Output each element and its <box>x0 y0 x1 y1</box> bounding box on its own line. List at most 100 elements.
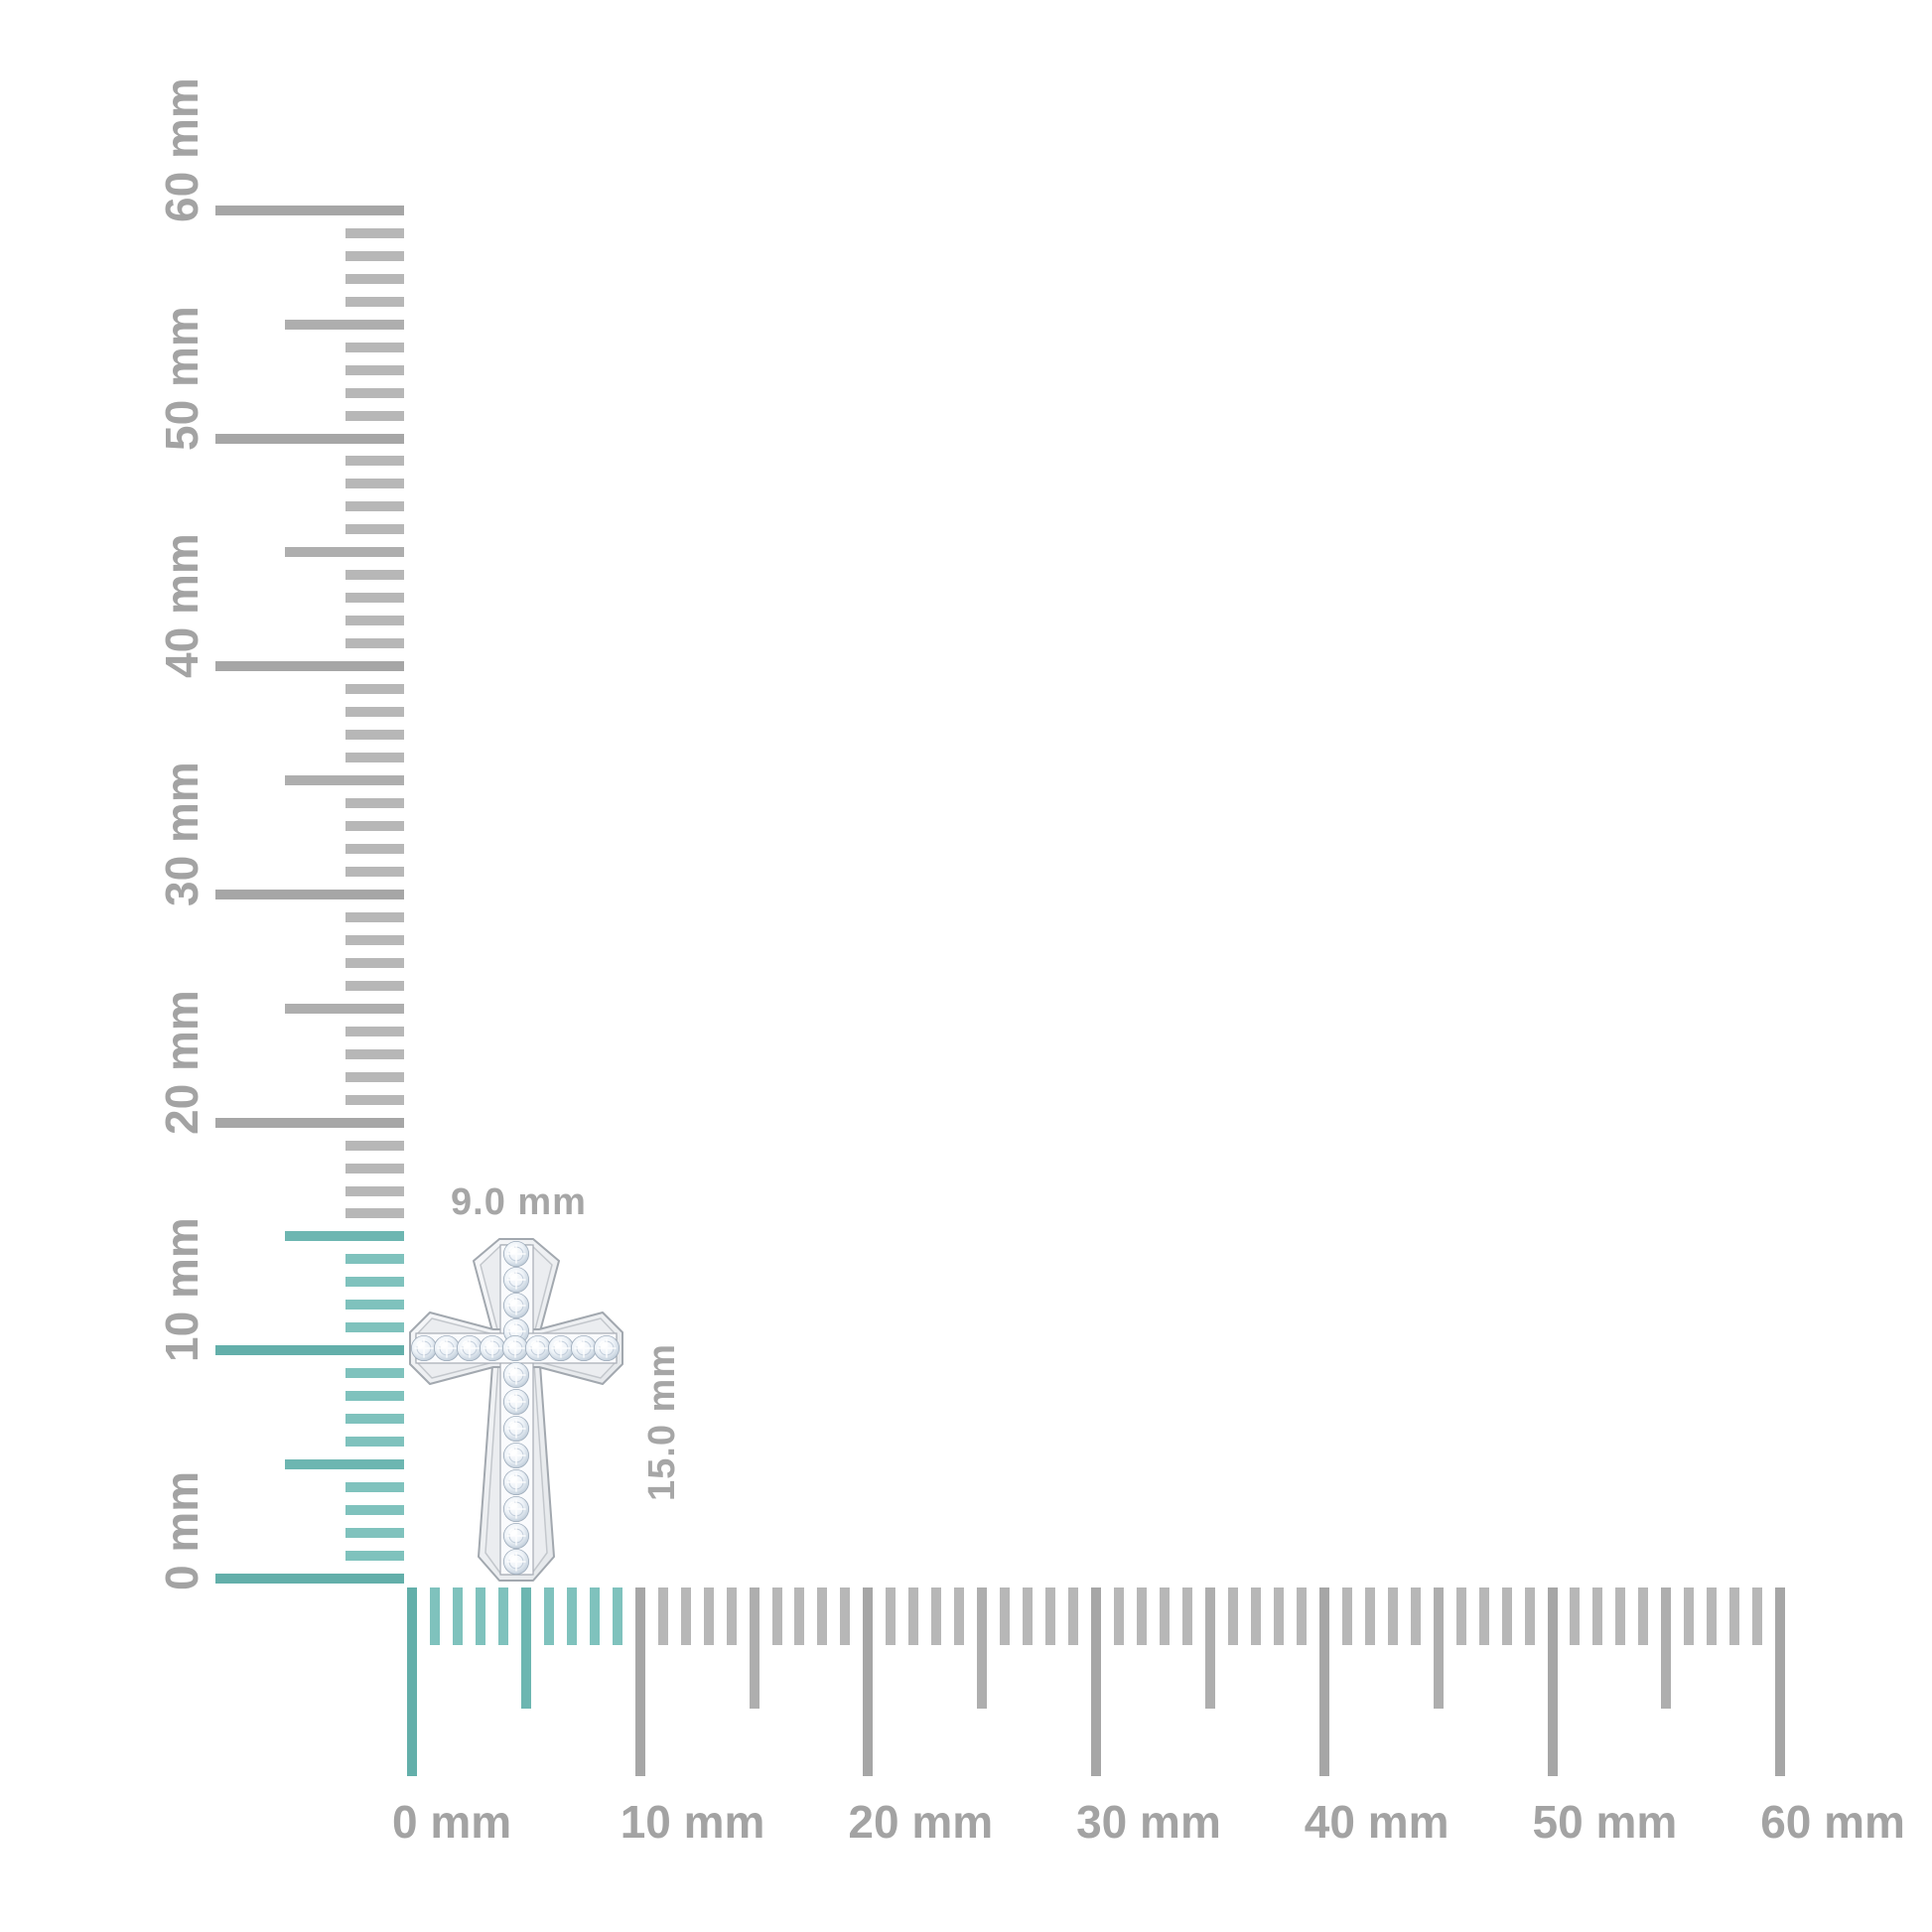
h-ruler-tick-4mm <box>497 1587 508 1645</box>
v-ruler-tick-51mm <box>345 410 404 421</box>
v-ruler-tick-50mm <box>215 433 404 444</box>
v-ruler-tick-35mm <box>285 775 404 786</box>
h-ruler-tick-54mm <box>1638 1587 1649 1645</box>
diamond-stone <box>502 1389 529 1416</box>
h-ruler-tick-41mm <box>1341 1587 1352 1645</box>
v-ruler-tick-17mm <box>345 1185 404 1196</box>
diamond-stone <box>502 1267 529 1294</box>
v-ruler-tick-56mm <box>345 296 404 307</box>
h-ruler-tick-3mm <box>475 1587 485 1645</box>
v-ruler-tick-59mm <box>345 227 404 238</box>
v-ruler-label-10mm: 10 mm <box>156 1217 207 1363</box>
v-ruler-tick-52mm <box>345 387 404 398</box>
diamond-stone <box>502 1523 529 1550</box>
v-ruler-tick-58mm <box>345 250 404 261</box>
v-ruler-tick-55mm <box>285 319 404 330</box>
h-ruler-label-20mm: 20 mm <box>848 1796 994 1848</box>
v-ruler-tick-32mm <box>345 843 404 854</box>
h-ruler-tick-12mm <box>680 1587 691 1645</box>
v-ruler-tick-60mm <box>215 205 404 215</box>
h-ruler-label-60mm: 60 mm <box>1760 1796 1905 1848</box>
diamond-stone <box>525 1335 552 1362</box>
v-ruler-tick-22mm <box>345 1071 404 1082</box>
h-ruler-tick-28mm <box>1045 1587 1056 1645</box>
h-ruler-label-50mm: 50 mm <box>1532 1796 1678 1848</box>
v-ruler-tick-16mm <box>345 1208 404 1219</box>
h-ruler-tick-43mm <box>1387 1587 1398 1645</box>
h-ruler-tick-35mm <box>1204 1587 1215 1709</box>
h-ruler-tick-52mm <box>1592 1587 1603 1645</box>
h-ruler-tick-32mm <box>1137 1587 1148 1645</box>
v-ruler-tick-54mm <box>345 342 404 352</box>
v-ruler-tick-40mm <box>215 661 404 672</box>
v-ruler-tick-11mm <box>345 1322 404 1333</box>
diamond-stone <box>502 1416 529 1443</box>
v-ruler-tick-19mm <box>345 1140 404 1151</box>
h-ruler-tick-51mm <box>1570 1587 1581 1645</box>
v-ruler-tick-43mm <box>345 593 404 604</box>
v-ruler-tick-30mm <box>215 889 404 899</box>
h-ruler-tick-44mm <box>1410 1587 1421 1645</box>
v-ruler-label-60mm: 60 mm <box>156 77 207 222</box>
v-ruler-tick-47mm <box>345 501 404 512</box>
h-ruler-tick-26mm <box>1000 1587 1011 1645</box>
v-ruler-label-0mm: 0 mm <box>156 1470 207 1590</box>
v-ruler-tick-10mm <box>215 1345 404 1356</box>
h-ruler-tick-18mm <box>817 1587 828 1645</box>
h-ruler-tick-29mm <box>1068 1587 1079 1645</box>
diamond-stone <box>502 1443 529 1469</box>
diamond-stone <box>571 1335 598 1362</box>
h-ruler-tick-30mm <box>1091 1587 1102 1776</box>
h-ruler-tick-13mm <box>703 1587 714 1645</box>
h-ruler-tick-14mm <box>726 1587 737 1645</box>
v-ruler-tick-29mm <box>345 911 404 922</box>
h-ruler-label-0mm: 0 mm <box>392 1796 512 1848</box>
v-ruler-tick-13mm <box>345 1277 404 1288</box>
h-ruler-tick-40mm <box>1318 1587 1329 1776</box>
v-ruler-tick-34mm <box>345 798 404 809</box>
diamond-stone <box>594 1335 621 1362</box>
h-ruler-tick-38mm <box>1273 1587 1284 1645</box>
h-ruler-tick-55mm <box>1661 1587 1672 1709</box>
v-ruler-tick-45mm <box>285 547 404 558</box>
h-ruler-tick-48mm <box>1501 1587 1512 1645</box>
diamond-stone <box>548 1335 575 1362</box>
h-ruler-label-30mm: 30 mm <box>1076 1796 1221 1848</box>
h-ruler-tick-16mm <box>771 1587 782 1645</box>
diamond-stone <box>502 1549 529 1576</box>
v-ruler-tick-23mm <box>345 1048 404 1059</box>
v-ruler-label-40mm: 40 mm <box>156 533 207 679</box>
v-ruler-tick-49mm <box>345 456 404 467</box>
v-ruler-tick-27mm <box>345 957 404 968</box>
h-ruler-tick-56mm <box>1684 1587 1695 1645</box>
h-ruler-tick-58mm <box>1729 1587 1740 1645</box>
h-ruler-label-40mm: 40 mm <box>1304 1796 1449 1848</box>
v-ruler-tick-6mm <box>345 1437 404 1448</box>
v-ruler-tick-46mm <box>345 524 404 535</box>
h-ruler-tick-21mm <box>886 1587 897 1645</box>
h-ruler-tick-49mm <box>1524 1587 1535 1645</box>
h-ruler-tick-59mm <box>1752 1587 1763 1645</box>
v-ruler-tick-12mm <box>345 1300 404 1311</box>
v-ruler-tick-31mm <box>345 866 404 877</box>
h-ruler-tick-20mm <box>863 1587 874 1776</box>
h-ruler-tick-57mm <box>1707 1587 1718 1645</box>
h-ruler-tick-15mm <box>749 1587 759 1709</box>
h-ruler-tick-31mm <box>1114 1587 1125 1645</box>
h-ruler-tick-11mm <box>657 1587 668 1645</box>
v-ruler-tick-33mm <box>345 820 404 831</box>
h-ruler-tick-50mm <box>1547 1587 1558 1776</box>
v-ruler-tick-5mm <box>285 1459 404 1470</box>
v-ruler-tick-0mm <box>215 1574 404 1584</box>
h-ruler-tick-0mm <box>407 1587 417 1776</box>
v-ruler-tick-39mm <box>345 684 404 695</box>
v-ruler-tick-4mm <box>345 1482 404 1493</box>
h-ruler-tick-33mm <box>1160 1587 1170 1645</box>
h-ruler-tick-47mm <box>1478 1587 1489 1645</box>
h-ruler-tick-27mm <box>1023 1587 1034 1645</box>
v-ruler-tick-48mm <box>345 479 404 489</box>
h-ruler-tick-37mm <box>1250 1587 1261 1645</box>
v-ruler-tick-42mm <box>345 616 404 626</box>
v-ruler-label-20mm: 20 mm <box>156 989 207 1135</box>
